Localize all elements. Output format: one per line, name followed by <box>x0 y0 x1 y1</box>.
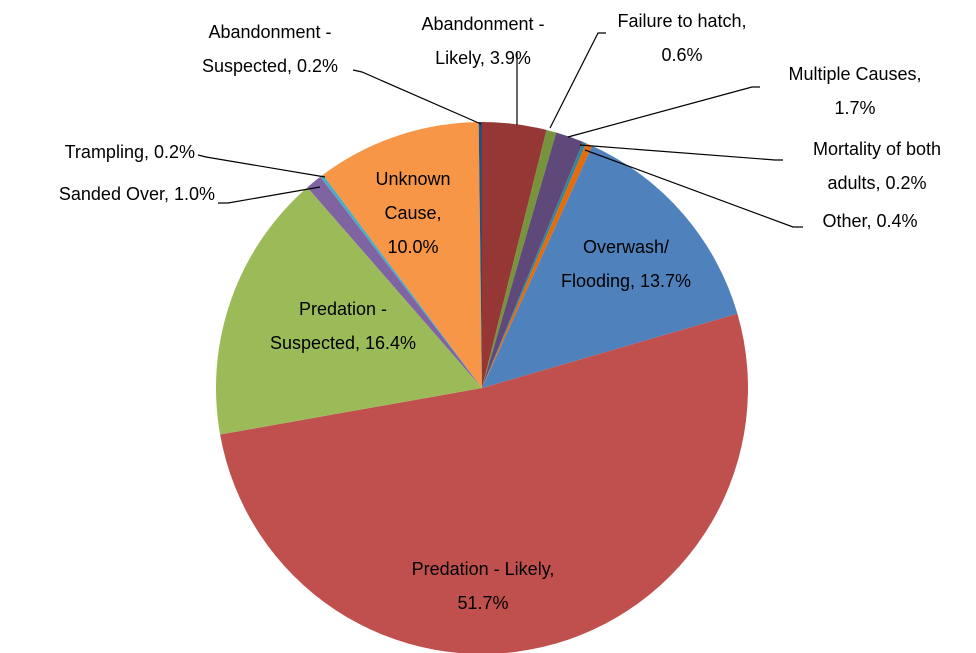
pie-slice <box>482 132 584 388</box>
data-labels: Abandonment -Likely, 3.9% Failure to hatc… <box>59 11 941 613</box>
pie-slice <box>307 176 482 388</box>
slices <box>216 122 748 653</box>
data-label: Abandonment -Suspected, 0.2% <box>202 22 338 76</box>
leader-lines <box>197 32 803 228</box>
data-label: Predation - Likely, 51.7% <box>412 559 555 613</box>
leader-line <box>579 144 783 161</box>
leader-line <box>549 32 606 129</box>
data-label: Unknown Cause, 10.0% <box>375 169 450 257</box>
data-label: Other, 0.4% <box>822 211 917 231</box>
leader-line <box>584 149 803 228</box>
pie-slice <box>482 143 593 388</box>
pie-slice <box>482 145 738 388</box>
leader-line <box>352 69 482 125</box>
pie-slice <box>482 122 547 388</box>
data-label: Mortality of both adults, 0.2% <box>813 139 941 193</box>
pie-slice <box>478 122 482 388</box>
leader-line <box>197 154 326 178</box>
leader-line <box>567 86 760 138</box>
pie-slice <box>320 174 482 388</box>
data-label: Multiple Causes, 1.7% <box>788 64 921 118</box>
pie-slice <box>482 129 557 388</box>
data-label: Overwash/Flooding, 13.7% <box>561 237 691 291</box>
data-label: Failure to hatch, 0.6% <box>617 11 746 65</box>
pie-slice <box>216 187 482 435</box>
leader-line <box>218 186 321 204</box>
data-label: Abandonment -Likely, 3.9% <box>421 14 544 68</box>
pie-slice <box>220 313 748 653</box>
data-label: Predation -Suspected, 16.4% <box>270 299 416 353</box>
pie-slice <box>322 122 482 389</box>
pie-slice <box>482 141 587 388</box>
data-label: Trampling, 0.2% <box>65 142 195 162</box>
data-label: Sanded Over, 1.0% <box>59 184 215 204</box>
